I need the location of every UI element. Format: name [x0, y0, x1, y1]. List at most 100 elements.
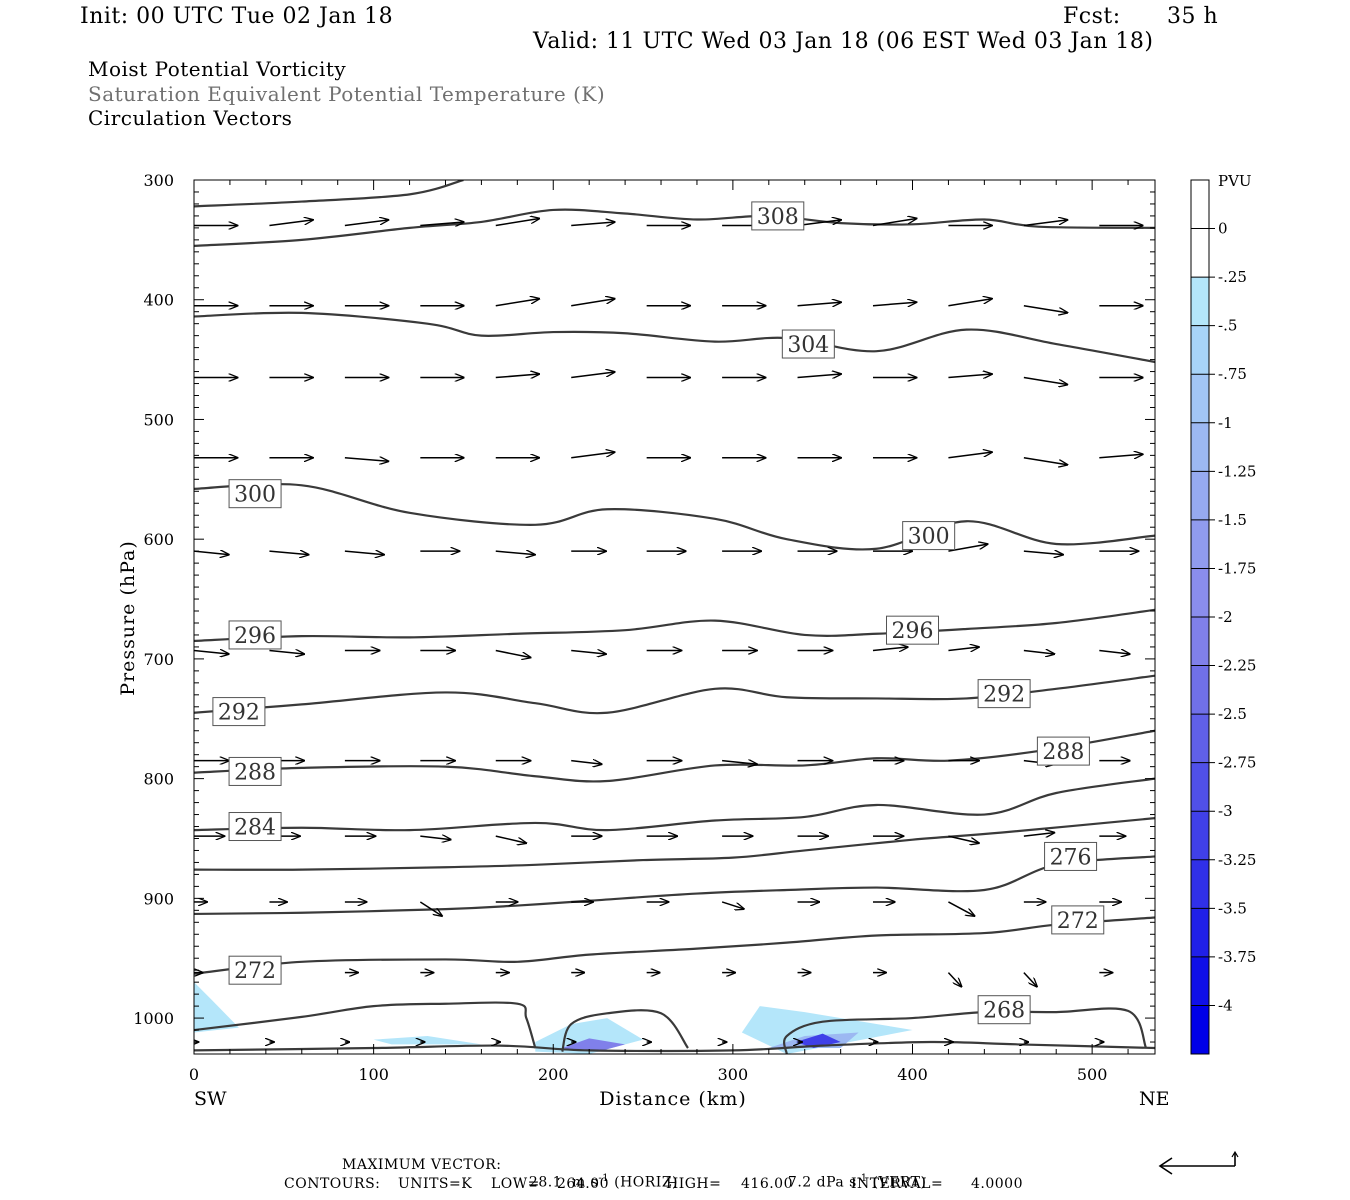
pv-patch [194, 982, 239, 1033]
theta-es-contour [194, 483, 1155, 551]
circulation-vector [797, 302, 841, 306]
colorbar-swatch [1191, 908, 1209, 957]
circulation-vector [194, 651, 229, 655]
contour-label: 300 [902, 521, 956, 551]
contour-label-text: 296 [234, 624, 276, 649]
max-vector-vert-value: 7.2 [787, 1174, 812, 1191]
y-tick-label: 1000 [133, 1009, 174, 1028]
circulation-vector [948, 901, 974, 916]
contour-label-text: 288 [1042, 740, 1084, 765]
contour-label-box [228, 812, 282, 842]
colorbar-label: -3.5 [1218, 899, 1247, 917]
circulation-vector [872, 647, 908, 651]
colorbar-title: PVU [1218, 172, 1252, 190]
y-tick-label: 300 [143, 171, 174, 190]
contour-label-text: 296 [892, 619, 934, 644]
contour-label-box [228, 620, 282, 650]
max-vector-vert: 7.2 dPa s-1 (VERT) [778, 1157, 926, 1191]
contour-label-text: 276 [1050, 845, 1092, 870]
max-vector-horiz-tag: (HORIZ) [614, 1174, 679, 1191]
contour-label-box [1036, 736, 1090, 766]
circulation-vector [571, 299, 614, 307]
circulation-vector [797, 220, 841, 227]
circulation-vector [1099, 454, 1142, 458]
circulation-vector [1099, 651, 1129, 655]
theta-es-contour [783, 1007, 1148, 1054]
colorbar-label: -2.5 [1218, 705, 1247, 723]
circulation-vector [872, 218, 916, 227]
x-tick-label: 0 [189, 1065, 199, 1084]
colorbar-label: -3.75 [1218, 948, 1256, 966]
colorbar-swatch [1191, 811, 1209, 860]
contour-label-text: 272 [1057, 909, 1099, 934]
x-tick-label: 200 [538, 1065, 569, 1084]
contour-label: 288 [228, 756, 282, 786]
contour-label-text: 292 [218, 701, 260, 726]
circulation-vector [269, 651, 304, 655]
circulation-vector [495, 551, 535, 555]
colorbar-label: -1 [1218, 414, 1233, 432]
circulation-vector [344, 551, 384, 555]
circulation-vector [947, 972, 961, 987]
max-vector-vert-tag: (VERT) [872, 1174, 927, 1191]
circulation-vector [948, 299, 991, 307]
colorbar-swatch [1191, 228, 1209, 278]
max-vector-vert-exp: -1 [856, 1173, 868, 1184]
circulation-vector [1023, 220, 1067, 227]
forecast-label: Fcst: [1063, 4, 1121, 29]
circulation-vector [872, 302, 916, 306]
contour-label-text: 284 [234, 816, 276, 841]
contour-label-box [781, 329, 835, 359]
colorbar-swatch [1191, 325, 1209, 375]
contour-label-box [228, 756, 282, 786]
circulation-vector [1023, 304, 1067, 313]
field-title-mpv: Moist Potential Vorticity [88, 57, 347, 81]
circulation-vector [194, 551, 229, 555]
colorbar-swatch [1191, 568, 1209, 617]
max-vector-label: MAXIMUM VECTOR: [342, 1157, 502, 1173]
plot-frame [193, 179, 1156, 1055]
contours-low-value: 264.00 [557, 1176, 609, 1192]
contours-low-label: LOW= [491, 1176, 540, 1192]
circulation-vector [721, 901, 744, 909]
colorbar-label: -1.25 [1218, 462, 1256, 480]
max-vector-vert-unit: dPa s [816, 1174, 857, 1191]
colorbar-label: -1.75 [1218, 559, 1256, 577]
circulation-vector [1023, 376, 1067, 385]
colorbar-label: -.5 [1218, 317, 1237, 335]
colorbar-label: -2.25 [1218, 657, 1256, 675]
colorbar-label: -.25 [1218, 268, 1247, 286]
circulation-vector [948, 647, 978, 651]
circulation-vector [1023, 833, 1054, 837]
contour-label: 272 [1051, 905, 1105, 935]
theta-es-contour [194, 729, 1155, 783]
colorbar-swatch [1191, 471, 1209, 520]
colorbar-swatch [1191, 519, 1209, 569]
circulation-vector [797, 374, 841, 378]
y-tick-label: 800 [143, 770, 174, 789]
circulation-vector [420, 222, 463, 226]
contour-label: 300 [228, 479, 282, 509]
contour-label-box [228, 479, 282, 509]
contour-label: 308 [751, 201, 805, 231]
colorbar-label: -.75 [1218, 365, 1247, 383]
colorbar-label: 0 [1218, 220, 1228, 238]
x-tick-label: 100 [358, 1065, 389, 1084]
y-tick-label: 700 [143, 650, 174, 669]
theta-es-contour [194, 916, 1155, 975]
circulation-vector [495, 299, 539, 307]
contour-label-box [1051, 905, 1105, 935]
colorbar-label: -1.5 [1218, 511, 1247, 529]
contour-label: 292 [212, 697, 266, 727]
contour-label-text: 300 [908, 525, 950, 550]
theta-es-contour [194, 855, 1155, 916]
colorbar-swatch [1191, 956, 1209, 1006]
contours-interval-value: 4.0000 [971, 1176, 1023, 1192]
contour-label-box [1044, 841, 1098, 871]
circulation-vector [571, 222, 614, 226]
colorbar-swatch [1191, 714, 1209, 763]
contour-label: 304 [781, 329, 835, 359]
circulation-vector [495, 649, 531, 658]
colorbar-swatch [1191, 180, 1209, 229]
